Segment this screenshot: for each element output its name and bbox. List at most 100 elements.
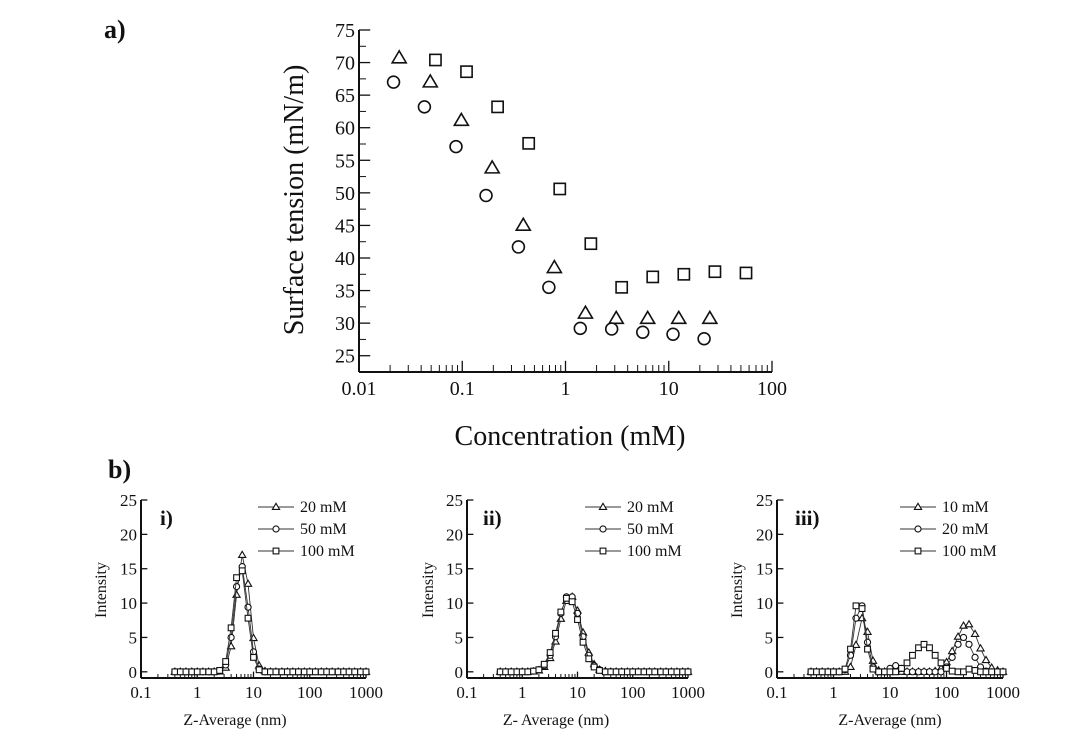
panel-label: ii) bbox=[483, 506, 502, 530]
data-point bbox=[639, 309, 657, 325]
y-tick-label: 15 bbox=[120, 560, 137, 579]
data-point bbox=[708, 265, 722, 279]
data-point bbox=[988, 668, 996, 676]
series-20-mM bbox=[170, 550, 371, 675]
data-point bbox=[881, 668, 888, 676]
main-xlabel: Concentration (mM) bbox=[455, 421, 686, 452]
data-point bbox=[171, 668, 179, 676]
data-point bbox=[947, 646, 957, 655]
x-tick-label: 1000 bbox=[349, 683, 383, 702]
legend-item: 20 mM bbox=[258, 499, 347, 516]
y-axis-label: Intensity bbox=[93, 562, 110, 618]
data-point bbox=[824, 668, 832, 676]
legend-label: 100 mM bbox=[942, 543, 997, 560]
data-point bbox=[540, 660, 548, 668]
data-point bbox=[604, 322, 619, 336]
legend-label: 20 mM bbox=[942, 521, 989, 538]
data-point bbox=[176, 668, 184, 676]
data-point bbox=[417, 100, 432, 114]
data-point bbox=[954, 640, 962, 648]
data-point bbox=[982, 668, 990, 676]
data-point bbox=[999, 668, 1007, 676]
y-tick-label: 10 bbox=[756, 594, 773, 613]
data-point bbox=[931, 668, 939, 676]
legend-label: 100 mM bbox=[300, 543, 355, 560]
data-point bbox=[908, 668, 917, 676]
data-point bbox=[552, 629, 559, 637]
plot-panel-0: 0.01 0.1 1 10 100 25 30 35 40 45 50 55 60 65 70 75 bbox=[335, 20, 787, 400]
y-tick-label: 55 bbox=[335, 150, 355, 172]
data-point bbox=[289, 668, 297, 676]
series-100-mM bbox=[171, 567, 370, 676]
y-tick-label: 15 bbox=[756, 560, 773, 579]
data-point bbox=[232, 582, 241, 591]
data-point bbox=[295, 668, 302, 676]
series-100-mM bbox=[807, 602, 1007, 676]
data-point bbox=[238, 567, 246, 575]
data-point bbox=[607, 309, 625, 325]
data-point bbox=[300, 668, 308, 676]
data-point bbox=[188, 668, 196, 676]
data-point bbox=[634, 668, 642, 676]
plot-panel-1: 0.1 1 10 100 1000 0 5 10 15 20 25 i) Intensity Z-Aver… bbox=[93, 491, 383, 729]
data-point bbox=[636, 325, 650, 340]
x-tick-label: 10 bbox=[245, 683, 262, 702]
legend-item: 50 mM bbox=[258, 521, 347, 538]
data-point bbox=[511, 240, 526, 254]
data-point bbox=[483, 159, 501, 174]
y-tick-label: 25 bbox=[756, 491, 773, 510]
legend-marker-square bbox=[599, 547, 607, 555]
data-point bbox=[830, 668, 837, 676]
data-point bbox=[255, 666, 263, 674]
data-point bbox=[479, 188, 493, 203]
data-point bbox=[869, 665, 877, 673]
x-axis-label: Z- Average (nm) bbox=[503, 712, 609, 729]
data-point bbox=[965, 640, 973, 648]
y-tick-label: 25 bbox=[446, 491, 463, 510]
series-square bbox=[429, 53, 753, 294]
x-tick-label: 10 bbox=[882, 683, 899, 702]
y-tick-label: 20 bbox=[446, 525, 463, 544]
y-tick-label: 45 bbox=[335, 215, 355, 237]
data-point bbox=[237, 550, 247, 558]
legend-item: 100 mM bbox=[258, 543, 355, 560]
data-point bbox=[362, 668, 370, 676]
data-point bbox=[948, 653, 956, 661]
data-point bbox=[667, 668, 675, 676]
x-axis-label: Z-Average (nm) bbox=[838, 712, 941, 729]
y-tick-label: 5 bbox=[765, 628, 774, 647]
legend-marker-circle bbox=[272, 525, 280, 533]
data-point bbox=[651, 668, 659, 676]
data-point bbox=[546, 649, 554, 657]
y-tick-label: 10 bbox=[446, 594, 463, 613]
x-tick-label: 1 bbox=[518, 683, 527, 702]
y-tick-label: 20 bbox=[756, 525, 773, 544]
data-point bbox=[210, 668, 218, 676]
data-point bbox=[345, 668, 353, 676]
x-tick-label: 1000 bbox=[986, 683, 1020, 702]
data-point bbox=[182, 668, 190, 676]
y-tick-label: 75 bbox=[335, 20, 355, 42]
x-tick-label: 1000 bbox=[671, 683, 705, 702]
data-point bbox=[386, 75, 401, 89]
data-point bbox=[502, 668, 510, 676]
x-tick-label: 0.1 bbox=[766, 683, 787, 702]
data-point bbox=[835, 668, 843, 676]
data-point bbox=[739, 266, 753, 280]
legend-item: 20 mM bbox=[585, 499, 674, 516]
data-point bbox=[460, 65, 473, 79]
legend-marker-triangle bbox=[913, 502, 923, 510]
data-point bbox=[841, 665, 849, 673]
data-point bbox=[311, 668, 319, 676]
panel-label: iii) bbox=[795, 506, 820, 530]
data-point bbox=[452, 111, 470, 127]
series-line bbox=[174, 566, 366, 673]
data-point bbox=[267, 668, 274, 676]
x-tick-label: 100 bbox=[620, 683, 646, 702]
y-tick-label: 0 bbox=[765, 663, 774, 682]
legend-item: 10 mM bbox=[900, 499, 989, 516]
data-point bbox=[845, 662, 856, 671]
data-point bbox=[615, 280, 629, 294]
data-point bbox=[954, 668, 962, 676]
y-tick-label: 60 bbox=[335, 118, 355, 140]
